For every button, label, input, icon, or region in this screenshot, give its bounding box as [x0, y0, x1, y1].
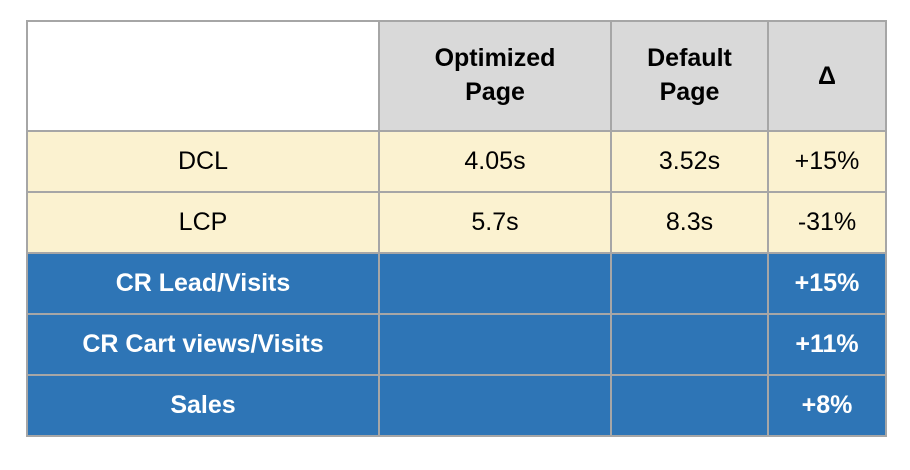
header-optimized-page: Optimized Page	[378, 20, 612, 132]
cr-lead-visits-delta-value: +15%	[767, 252, 887, 315]
cr-cart-views-visits-delta-value: +11%	[767, 313, 887, 376]
table-row-lcp: LCP 5.7s 8.3s -31%	[26, 191, 887, 254]
row-label-lcp: LCP	[26, 191, 380, 254]
cr-lead-visits-optimized-value	[378, 252, 612, 315]
header-delta: Δ	[767, 20, 887, 132]
sales-delta-value: +8%	[767, 374, 887, 437]
table-row-dcl: DCL 4.05s 3.52s +15%	[26, 130, 887, 193]
sales-optimized-value	[378, 374, 612, 437]
header-default-page: Default Page	[610, 20, 769, 132]
lcp-delta-value: -31%	[767, 191, 887, 254]
header-default-page-label: Default Page	[647, 44, 732, 106]
header-optimized-page-label: Optimized Page	[434, 44, 556, 106]
lcp-default-value: 8.3s	[610, 191, 769, 254]
lcp-optimized-value: 5.7s	[378, 191, 612, 254]
row-label-sales: Sales	[26, 374, 380, 437]
sales-default-value	[610, 374, 769, 437]
table-row-cr-cart-views-visits: CR Cart views/Visits +11%	[26, 313, 887, 376]
comparison-table: Optimized Page Default Page Δ DCL 4.05s …	[26, 20, 887, 437]
dcl-optimized-value: 4.05s	[378, 130, 612, 193]
cr-cart-views-visits-optimized-value	[378, 313, 612, 376]
cr-cart-views-visits-default-value	[610, 313, 769, 376]
cr-lead-visits-default-value	[610, 252, 769, 315]
corner-cell	[26, 20, 380, 132]
table-row-sales: Sales +8%	[26, 374, 887, 437]
dcl-default-value: 3.52s	[610, 130, 769, 193]
row-label-cr-lead-visits: CR Lead/Visits	[26, 252, 380, 315]
header-row: Optimized Page Default Page Δ	[26, 20, 887, 132]
row-label-cr-cart-views-visits: CR Cart views/Visits	[26, 313, 380, 376]
table-row-cr-lead-visits: CR Lead/Visits +15%	[26, 252, 887, 315]
header-delta-label: Δ	[818, 61, 836, 90]
dcl-delta-value: +15%	[767, 130, 887, 193]
row-label-dcl: DCL	[26, 130, 380, 193]
